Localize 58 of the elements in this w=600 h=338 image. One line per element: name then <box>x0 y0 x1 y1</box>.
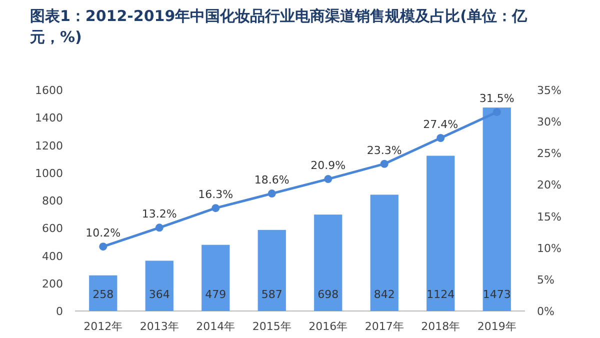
data-label: 1473 <box>482 288 511 301</box>
data-label: 31.5% <box>479 92 514 106</box>
bar <box>258 230 286 311</box>
y2-tick-label: 20% <box>537 178 562 192</box>
data-label: 16.3% <box>198 188 234 202</box>
point <box>492 108 501 116</box>
data-label: 698 <box>318 288 339 301</box>
data-label: 13.2% <box>142 208 177 221</box>
x-tick-label: 2014年 <box>196 320 236 333</box>
y2-tick-label: 25% <box>537 147 562 160</box>
bar <box>426 156 455 311</box>
data-label: 27.4% <box>423 118 458 131</box>
point <box>99 242 108 251</box>
x-tick-label: 2018年 <box>421 320 460 333</box>
y2-tick-label: 10% <box>537 242 562 255</box>
data-label: 479 <box>205 288 226 301</box>
data-label: 842 <box>374 288 395 301</box>
bar <box>89 275 118 311</box>
y2-tick-label: 35% <box>537 84 562 97</box>
y2-tick-label: 30% <box>537 116 562 129</box>
y-tick-label: 1000 <box>35 166 63 180</box>
bar <box>202 244 230 311</box>
y2-tick-label: 5% <box>537 273 554 286</box>
data-label: 20.9% <box>310 159 346 172</box>
chart-title: 图表1：2012-2019年中国化妆品行业电商渠道销售规模及占比(单位：亿元，%) <box>30 6 528 48</box>
y2-tick-label: 15% <box>537 210 562 224</box>
y-tick-label: 0 <box>56 305 63 318</box>
point <box>212 204 220 212</box>
bar <box>314 214 342 311</box>
x-tick-label: 2015年 <box>252 320 292 333</box>
y2-tick-label: 0% <box>537 305 554 318</box>
point <box>324 175 332 184</box>
data-label: 258 <box>92 288 114 301</box>
point <box>268 190 276 198</box>
y-tick-label: 800 <box>42 194 63 208</box>
point <box>380 160 388 168</box>
y-tick-label: 1400 <box>35 112 63 125</box>
point <box>436 134 445 142</box>
x-tick-label: 2017年 <box>364 320 404 333</box>
data-label: 18.6% <box>254 174 290 187</box>
x-tick-label: 2013年 <box>140 320 179 333</box>
data-label: 364 <box>148 288 170 301</box>
y-tick-label: 400 <box>42 250 63 263</box>
y-tick-label: 1200 <box>35 139 63 152</box>
x-tick-label: 2019年 <box>477 320 516 333</box>
data-label: 1124 <box>426 288 455 301</box>
bar <box>145 260 174 311</box>
data-label: 10.2% <box>86 226 121 240</box>
bar <box>482 108 511 311</box>
y-tick-label: 200 <box>42 277 63 290</box>
bar <box>370 194 398 311</box>
data-label: 23.3% <box>366 144 402 157</box>
x-tick-label: 2016年 <box>308 320 348 333</box>
data-label: 587 <box>261 288 282 301</box>
x-tick-label: 2012年 <box>84 320 123 333</box>
y-tick-label: 1600 <box>35 84 63 97</box>
y-tick-label: 600 <box>42 222 63 236</box>
point <box>155 224 164 232</box>
